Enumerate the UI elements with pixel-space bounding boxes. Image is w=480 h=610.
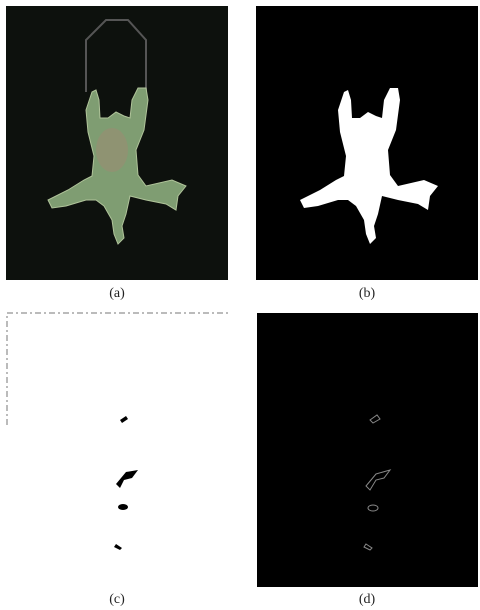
panel-label: (b) (359, 286, 376, 301)
panel-label: (a) (109, 286, 125, 301)
edge-background (257, 313, 478, 587)
page: {"panels": [{"label": "(a)"}, {"label": … (0, 0, 480, 610)
panel-b: (b) (256, 6, 478, 301)
panel-label: (c) (109, 592, 125, 607)
panel-d: (d) (257, 313, 478, 607)
figure: (a) (b) (c) (d) (0, 0, 480, 610)
panel-a: (a) (6, 6, 228, 301)
panel-label: (d) (359, 592, 376, 607)
panel-c: (c) (7, 313, 229, 607)
carcass-shade (96, 128, 128, 172)
defect (118, 504, 128, 510)
